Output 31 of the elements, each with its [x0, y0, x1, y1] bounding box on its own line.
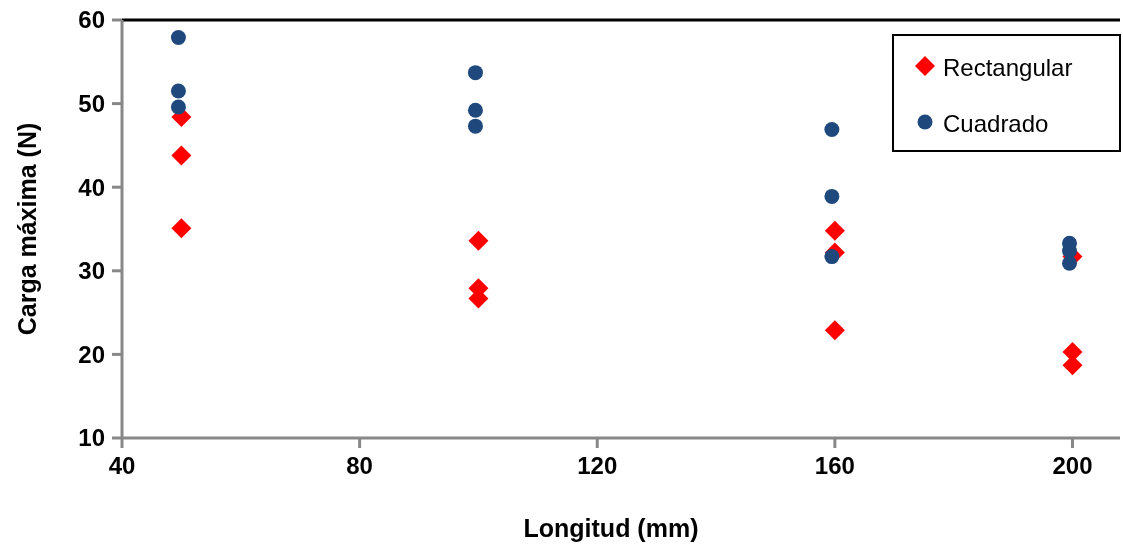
y-axis-title: Carga máxima (N) — [13, 122, 41, 336]
point — [824, 122, 840, 138]
point — [1062, 355, 1083, 376]
y-tick-label: 30 — [78, 257, 105, 285]
y-tick-label: 60 — [78, 6, 105, 34]
point — [170, 30, 186, 46]
y-tick-label: 40 — [78, 173, 105, 201]
legend-label: Rectangular — [943, 54, 1073, 82]
point — [171, 145, 192, 166]
x-tick-label: 160 — [814, 452, 855, 479]
point — [170, 99, 186, 115]
legend-label: Cuadrado — [943, 110, 1049, 138]
point — [824, 188, 840, 204]
x-tick-label: 40 — [108, 452, 136, 479]
point — [468, 230, 489, 251]
y-tick-label: 50 — [78, 90, 105, 117]
point — [1062, 255, 1078, 271]
point — [824, 249, 840, 265]
point — [170, 83, 186, 99]
x-tick-label: 200 — [1052, 452, 1093, 479]
point — [171, 218, 192, 239]
point — [467, 65, 483, 81]
x-tick-label: 120 — [577, 452, 618, 479]
x-axis-title: Longitud (mm) — [523, 514, 699, 542]
point — [467, 118, 483, 134]
x-tick-label: 80 — [346, 452, 373, 479]
point — [467, 102, 483, 118]
point — [824, 320, 845, 341]
y-tick-label: 20 — [78, 340, 105, 368]
point — [824, 220, 845, 241]
y-tick-label: 10 — [78, 424, 105, 452]
